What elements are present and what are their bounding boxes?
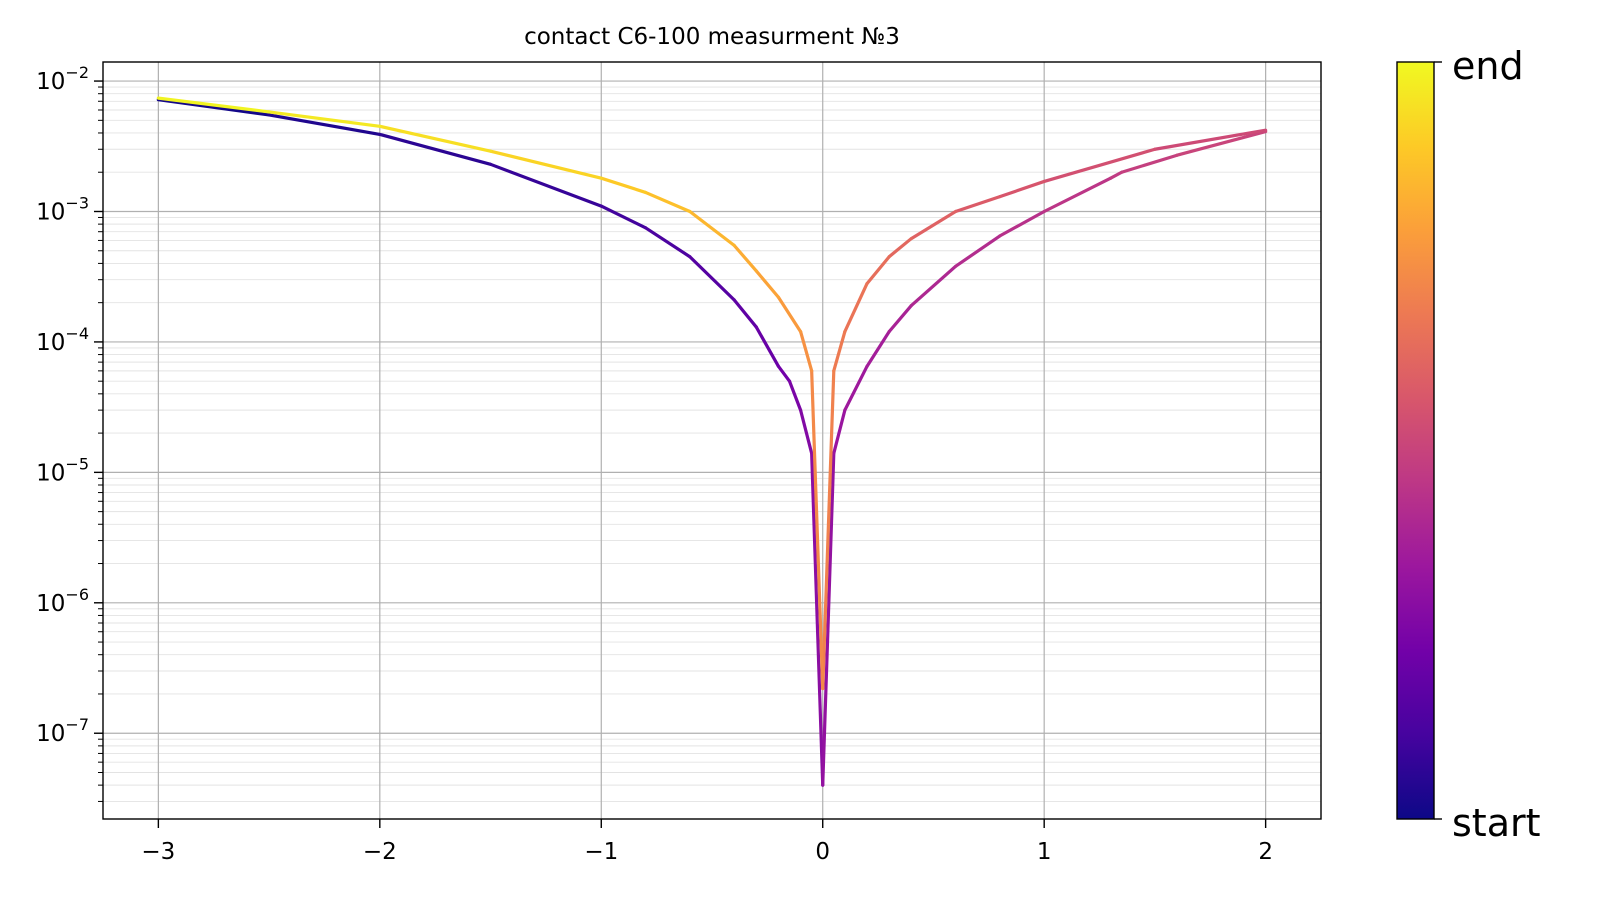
curve-piece [156, 98, 271, 117]
curve-piece [787, 379, 803, 412]
curve-piece [865, 255, 891, 286]
curve-piece [732, 298, 758, 329]
curve-piece [821, 369, 836, 691]
curve-piece [887, 303, 913, 334]
colorbar-gradient [1396, 61, 1435, 820]
curve-piece [821, 451, 836, 787]
y-tick-label: 10−3 [36, 193, 89, 225]
curve-piece [776, 364, 792, 383]
curve-piece [998, 209, 1046, 238]
x-tick-label: 1 [1037, 839, 1052, 865]
sweep-segment-forward_negative [156, 98, 825, 787]
x-tick-label: 0 [815, 839, 830, 865]
x-tick-label: 2 [1258, 839, 1273, 865]
curve-piece [643, 190, 692, 214]
colorbar-label-end: end [1452, 44, 1524, 88]
plot-frame [102, 61, 1322, 820]
colorbar-label-start: start [1452, 801, 1541, 845]
curve-piece [843, 364, 869, 412]
curve-piece [732, 243, 758, 273]
y-tick-label: 10−6 [36, 585, 89, 617]
curve-piece [776, 295, 803, 334]
curve-piece [599, 176, 648, 195]
x-axis: −3 −2 −1 0 1 2 [141, 819, 1273, 865]
curve-piece [688, 255, 736, 302]
colorbar: end start [1396, 44, 1541, 845]
x-tick-label: −3 [141, 839, 175, 865]
sweep-segment-backward_negative [156, 96, 825, 691]
curve-piece [267, 110, 382, 128]
curve-piece [1120, 153, 1179, 174]
curve-piece [865, 329, 891, 368]
curve-piece [754, 325, 781, 368]
curve-piece [378, 124, 493, 153]
plot-background [103, 62, 1321, 819]
curve-piece [832, 329, 847, 373]
curve-piece [488, 162, 603, 208]
y-tick-label: 10−7 [36, 715, 89, 747]
curve-piece [1175, 129, 1268, 157]
curve-piece [1042, 147, 1157, 184]
curve-piece [1153, 128, 1268, 151]
major-grid [103, 62, 1321, 819]
sweep-curves [156, 96, 1268, 787]
curve-piece [267, 113, 382, 136]
curve-piece [643, 226, 692, 259]
curve-piece [909, 264, 958, 308]
curve-piece [843, 282, 869, 334]
curve-piece [953, 234, 1002, 268]
curve-piece [887, 236, 913, 259]
y-tick-label: 10−2 [36, 63, 89, 95]
curve-piece [754, 269, 781, 299]
curve-piece [1042, 176, 1113, 214]
sweep-segment-forward_positive [821, 129, 1268, 787]
curve-piece [998, 179, 1046, 199]
x-tick-label: −2 [363, 839, 397, 865]
curve-piece [1109, 170, 1124, 180]
curve-piece [488, 149, 603, 180]
curve-piece [953, 195, 1002, 214]
y-tick-label: 10−5 [36, 454, 89, 486]
curve-piece [798, 408, 814, 455]
chart-title: contact C6-100 measurment №3 [524, 24, 900, 50]
y-tick-label: 10−4 [36, 324, 89, 356]
curve-piece [832, 408, 847, 455]
curve-piece [378, 132, 493, 166]
sweep-segment-backward_positive [821, 128, 1268, 691]
curve-piece [798, 329, 814, 373]
x-tick-label: −1 [584, 839, 618, 865]
curve-piece [810, 451, 825, 787]
curve-piece [156, 96, 271, 114]
curve-piece [909, 209, 958, 241]
curve-piece [810, 369, 825, 691]
curve-piece [688, 209, 736, 247]
minor-grid [103, 86, 1321, 802]
curve-piece [599, 204, 648, 230]
y-axis: 10−7 10−6 10−5 10−4 10−3 10−2 [36, 63, 103, 802]
